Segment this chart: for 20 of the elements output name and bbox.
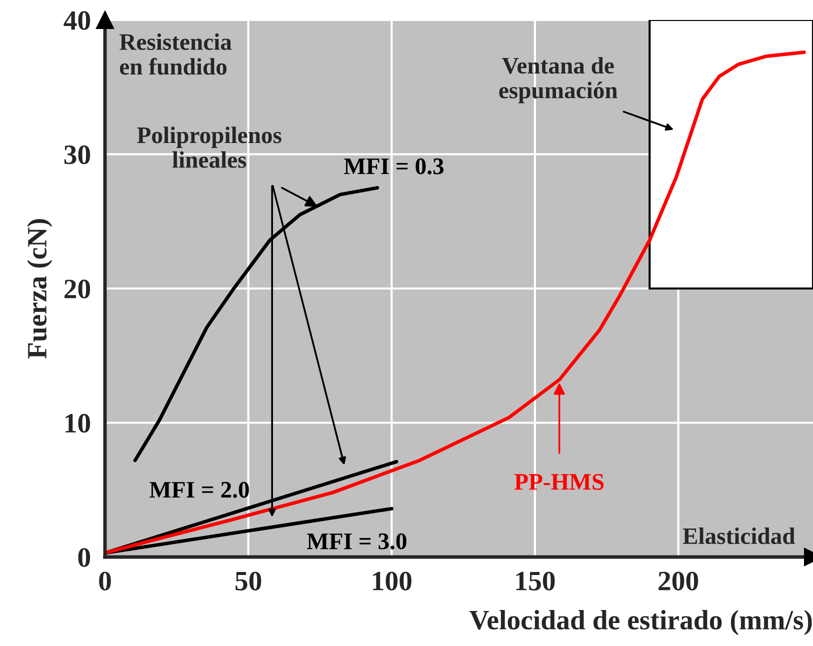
y-tick-label: 10 [66,414,90,433]
y-axis-title: Fuerza (cN) [27,219,52,359]
annotation: Ventana de espumación [499,57,618,104]
x-tick-label: 100 [373,572,412,590]
y-tick-label: 0 [78,548,90,567]
y-tick-label: 40 [64,11,90,30]
series-label: MFI = 2.0 [150,482,249,498]
annotation: Resistencia en fundido [120,33,232,75]
x-tick-label: 50 [236,572,262,590]
x-tick-label: 200 [658,572,698,590]
x-tick-label: 150 [516,572,555,590]
series-label: MFI = 3.0 [306,533,406,550]
series-label: MFI = 0.3 [344,158,444,174]
x-axis-title: Velocidad de estirado (mm/s) [469,610,812,636]
x-tick-label: 0 [99,572,111,590]
annotation: Polipropilenos lineales [137,126,282,168]
y-tick-label: 20 [64,280,90,298]
annotation: Elasticidad [682,528,796,544]
y-tick-label: 30 [64,145,90,164]
text: PP-HMS [514,474,604,490]
